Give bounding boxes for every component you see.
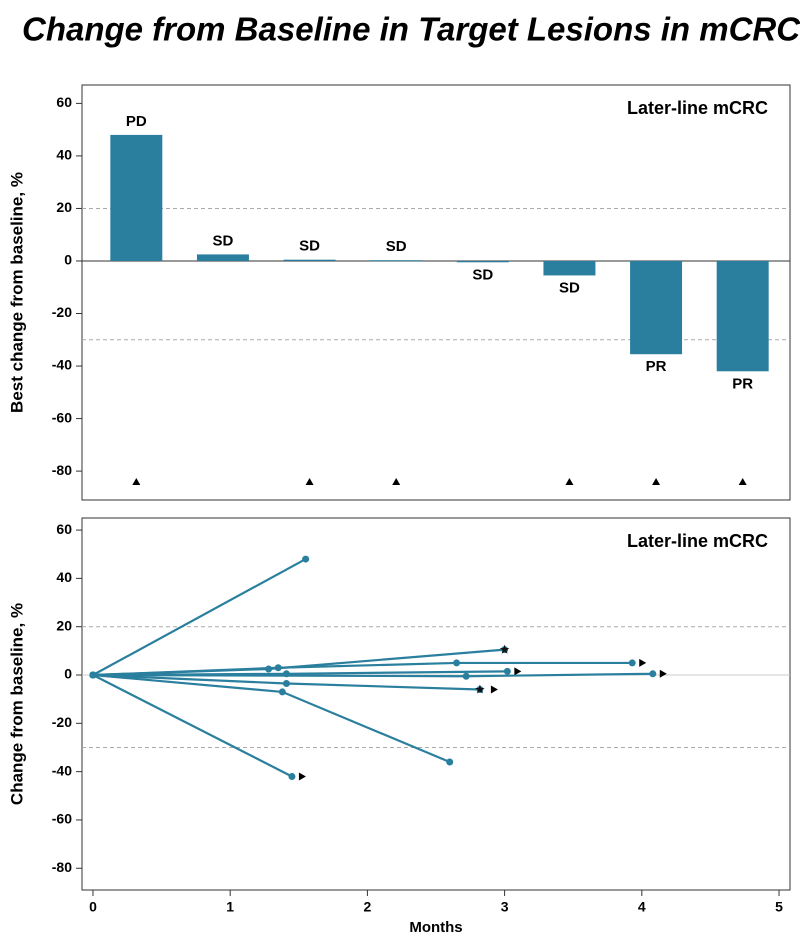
data-point bbox=[453, 659, 461, 667]
y-tick-label: -40 bbox=[52, 762, 72, 778]
response-label: PD bbox=[126, 113, 147, 130]
x-tick-label: 0 bbox=[89, 899, 97, 915]
data-point bbox=[278, 688, 286, 696]
y-tick-label: -20 bbox=[52, 714, 72, 730]
ongoing-marker bbox=[659, 669, 667, 678]
ongoing-marker bbox=[514, 667, 522, 676]
bar bbox=[283, 259, 336, 261]
data-point bbox=[649, 670, 657, 678]
series-line bbox=[92, 674, 293, 778]
series-line bbox=[92, 661, 633, 677]
x-tick-label: 3 bbox=[501, 899, 509, 915]
y-tick-label: 20 bbox=[56, 617, 72, 633]
y-tick-label: -80 bbox=[52, 859, 72, 875]
ongoing-marker bbox=[392, 478, 401, 485]
y-tick-label: -60 bbox=[52, 409, 72, 425]
response-label: PR bbox=[732, 375, 753, 392]
ongoing-marker bbox=[298, 772, 306, 781]
response-label: SD bbox=[559, 279, 580, 296]
y-tick-label: 60 bbox=[56, 521, 72, 537]
y-tick-label: 40 bbox=[56, 569, 72, 585]
plot-frame bbox=[81, 517, 791, 891]
response-label: SD bbox=[299, 238, 320, 255]
response-label: SD bbox=[386, 238, 407, 255]
data-point bbox=[282, 679, 290, 687]
panel-annotation: Later-line mCRC bbox=[627, 98, 768, 118]
bar bbox=[716, 260, 769, 372]
y-tick-label: -40 bbox=[52, 357, 72, 373]
x-tick-label: 1 bbox=[226, 899, 234, 915]
y-axis-label: Best change from baseline, % bbox=[7, 172, 26, 413]
ongoing-marker bbox=[565, 478, 574, 485]
data-point bbox=[628, 659, 636, 667]
data-point bbox=[446, 758, 454, 766]
y-tick-label: 40 bbox=[56, 147, 72, 163]
x-axis-label: Months bbox=[409, 919, 462, 936]
panel-annotation: Later-line mCRC bbox=[627, 531, 768, 551]
y-tick-label: 60 bbox=[56, 94, 72, 110]
ongoing-marker bbox=[132, 478, 141, 485]
bar bbox=[110, 134, 163, 261]
data-point bbox=[274, 664, 282, 672]
data-point bbox=[302, 555, 310, 563]
y-tick-label: -80 bbox=[52, 462, 72, 478]
ongoing-marker bbox=[305, 478, 314, 485]
data-point bbox=[462, 672, 470, 680]
y-tick-label: 0 bbox=[64, 252, 72, 268]
plot-frame bbox=[81, 84, 791, 501]
figure-title: Change from Baseline in Target Lesions i… bbox=[22, 11, 800, 48]
data-point bbox=[503, 667, 511, 675]
y-tick-label: -20 bbox=[52, 304, 72, 320]
y-tick-label: 0 bbox=[64, 666, 72, 682]
ongoing-marker bbox=[738, 478, 747, 485]
y-tick-label: -60 bbox=[52, 811, 72, 827]
star-marker bbox=[475, 684, 485, 694]
x-tick-label: 5 bbox=[775, 899, 783, 915]
bar bbox=[630, 260, 683, 355]
x-tick-label: 2 bbox=[363, 899, 371, 915]
x-tick-label: 4 bbox=[638, 899, 646, 915]
ongoing-marker bbox=[652, 478, 661, 485]
data-point bbox=[288, 772, 296, 780]
y-tick-label: 20 bbox=[56, 199, 72, 215]
star-marker bbox=[499, 644, 510, 654]
data-point bbox=[89, 671, 97, 679]
series-line bbox=[92, 558, 307, 676]
response-label: SD bbox=[213, 232, 234, 249]
response-label: SD bbox=[472, 266, 493, 283]
bar bbox=[196, 254, 249, 261]
response-label: PR bbox=[646, 358, 667, 375]
bar bbox=[370, 260, 423, 262]
bar bbox=[543, 260, 596, 276]
bar bbox=[456, 260, 509, 263]
y-axis-label: Change from baseline, % bbox=[7, 603, 26, 805]
series-line bbox=[92, 673, 451, 763]
ongoing-marker bbox=[490, 685, 498, 694]
ongoing-marker bbox=[639, 658, 647, 667]
